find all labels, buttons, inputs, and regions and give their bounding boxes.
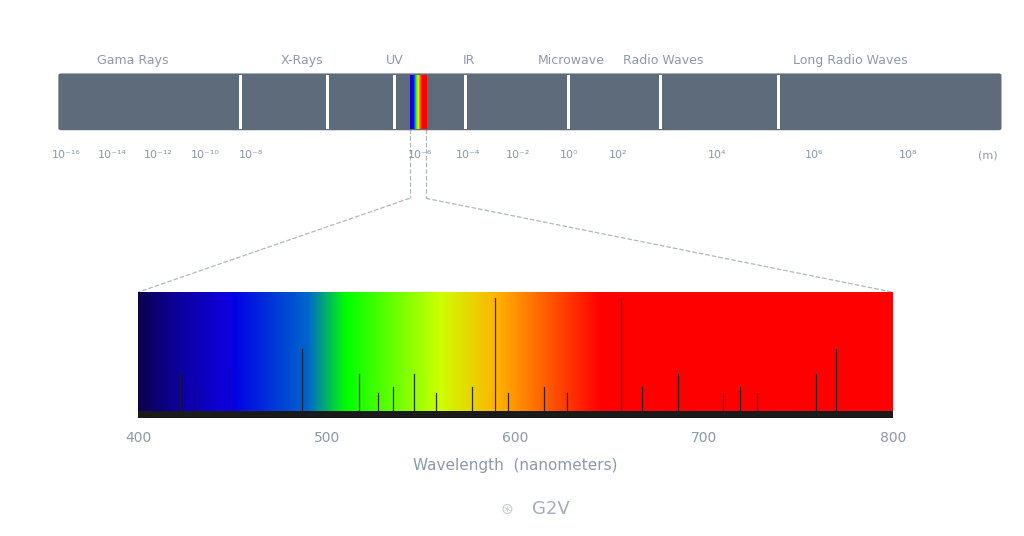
Bar — [659, 75, 663, 129]
Text: IR: IR — [463, 54, 475, 66]
Text: Microwave: Microwave — [538, 54, 605, 66]
Text: 10⁴: 10⁴ — [708, 150, 726, 160]
Bar — [567, 75, 570, 129]
Text: 10⁶: 10⁶ — [805, 150, 823, 160]
FancyBboxPatch shape — [58, 73, 1001, 130]
Text: Long Radio Waves: Long Radio Waves — [793, 54, 907, 66]
Text: UV: UV — [385, 54, 403, 66]
Text: 10⁻¹⁴: 10⁻¹⁴ — [98, 150, 127, 160]
Text: 10⁻¹⁶: 10⁻¹⁶ — [52, 150, 81, 160]
Bar — [326, 75, 330, 129]
Text: 10⁰: 10⁰ — [560, 150, 579, 160]
Text: X-Rays: X-Rays — [281, 54, 324, 66]
Text: ⊛: ⊛ — [501, 502, 513, 517]
Text: 10⁻¹⁰: 10⁻¹⁰ — [190, 150, 219, 160]
Text: Gama Rays: Gama Rays — [97, 54, 169, 66]
Text: Wavelength  (nanometers): Wavelength (nanometers) — [413, 458, 617, 473]
Bar — [777, 75, 780, 129]
Text: 800: 800 — [880, 431, 906, 445]
Text: 500: 500 — [313, 431, 340, 445]
Text: 10⁻⁴: 10⁻⁴ — [456, 150, 480, 160]
Bar — [239, 75, 242, 129]
Text: 10⁸: 10⁸ — [899, 150, 918, 160]
Text: 10⁻⁸: 10⁻⁸ — [239, 150, 263, 160]
Text: Radio Waves: Radio Waves — [624, 54, 703, 66]
Bar — [465, 75, 467, 129]
Text: 10⁻²: 10⁻² — [506, 150, 530, 160]
Text: 10⁻⁶: 10⁻⁶ — [408, 150, 432, 160]
Text: 700: 700 — [691, 431, 718, 445]
Text: (m): (m) — [978, 150, 998, 160]
Text: 10²: 10² — [609, 150, 628, 160]
Text: 10⁻¹²: 10⁻¹² — [144, 150, 173, 160]
Text: G2V: G2V — [532, 500, 570, 518]
Text: 400: 400 — [125, 431, 152, 445]
Bar — [138, 411, 893, 418]
Text: 600: 600 — [503, 431, 528, 445]
Bar — [393, 75, 395, 129]
